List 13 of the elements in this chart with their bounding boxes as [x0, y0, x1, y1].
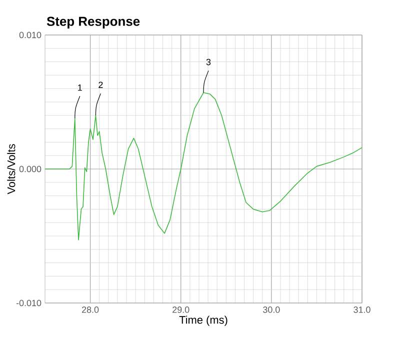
x-tick-label: 29.0 — [172, 306, 190, 313]
annotation: 2 — [98, 82, 103, 88]
y-axis-title: Volts/Volts — [7, 144, 16, 194]
x-tick-label: 28.0 — [82, 306, 99, 313]
x-tick-label: 31.0 — [354, 306, 370, 313]
y-tick-label: 0.010 — [19, 32, 42, 38]
y-tick-label: 0.000 — [19, 166, 42, 172]
x-tick-label: 30.0 — [263, 306, 280, 313]
y-tick-label: -0.010 — [16, 300, 42, 306]
chart-title: Step Response — [46, 16, 140, 28]
annotation: 1 — [78, 84, 82, 91]
annotation: 3 — [206, 58, 211, 66]
x-axis-title: Time (ms) — [179, 316, 228, 326]
